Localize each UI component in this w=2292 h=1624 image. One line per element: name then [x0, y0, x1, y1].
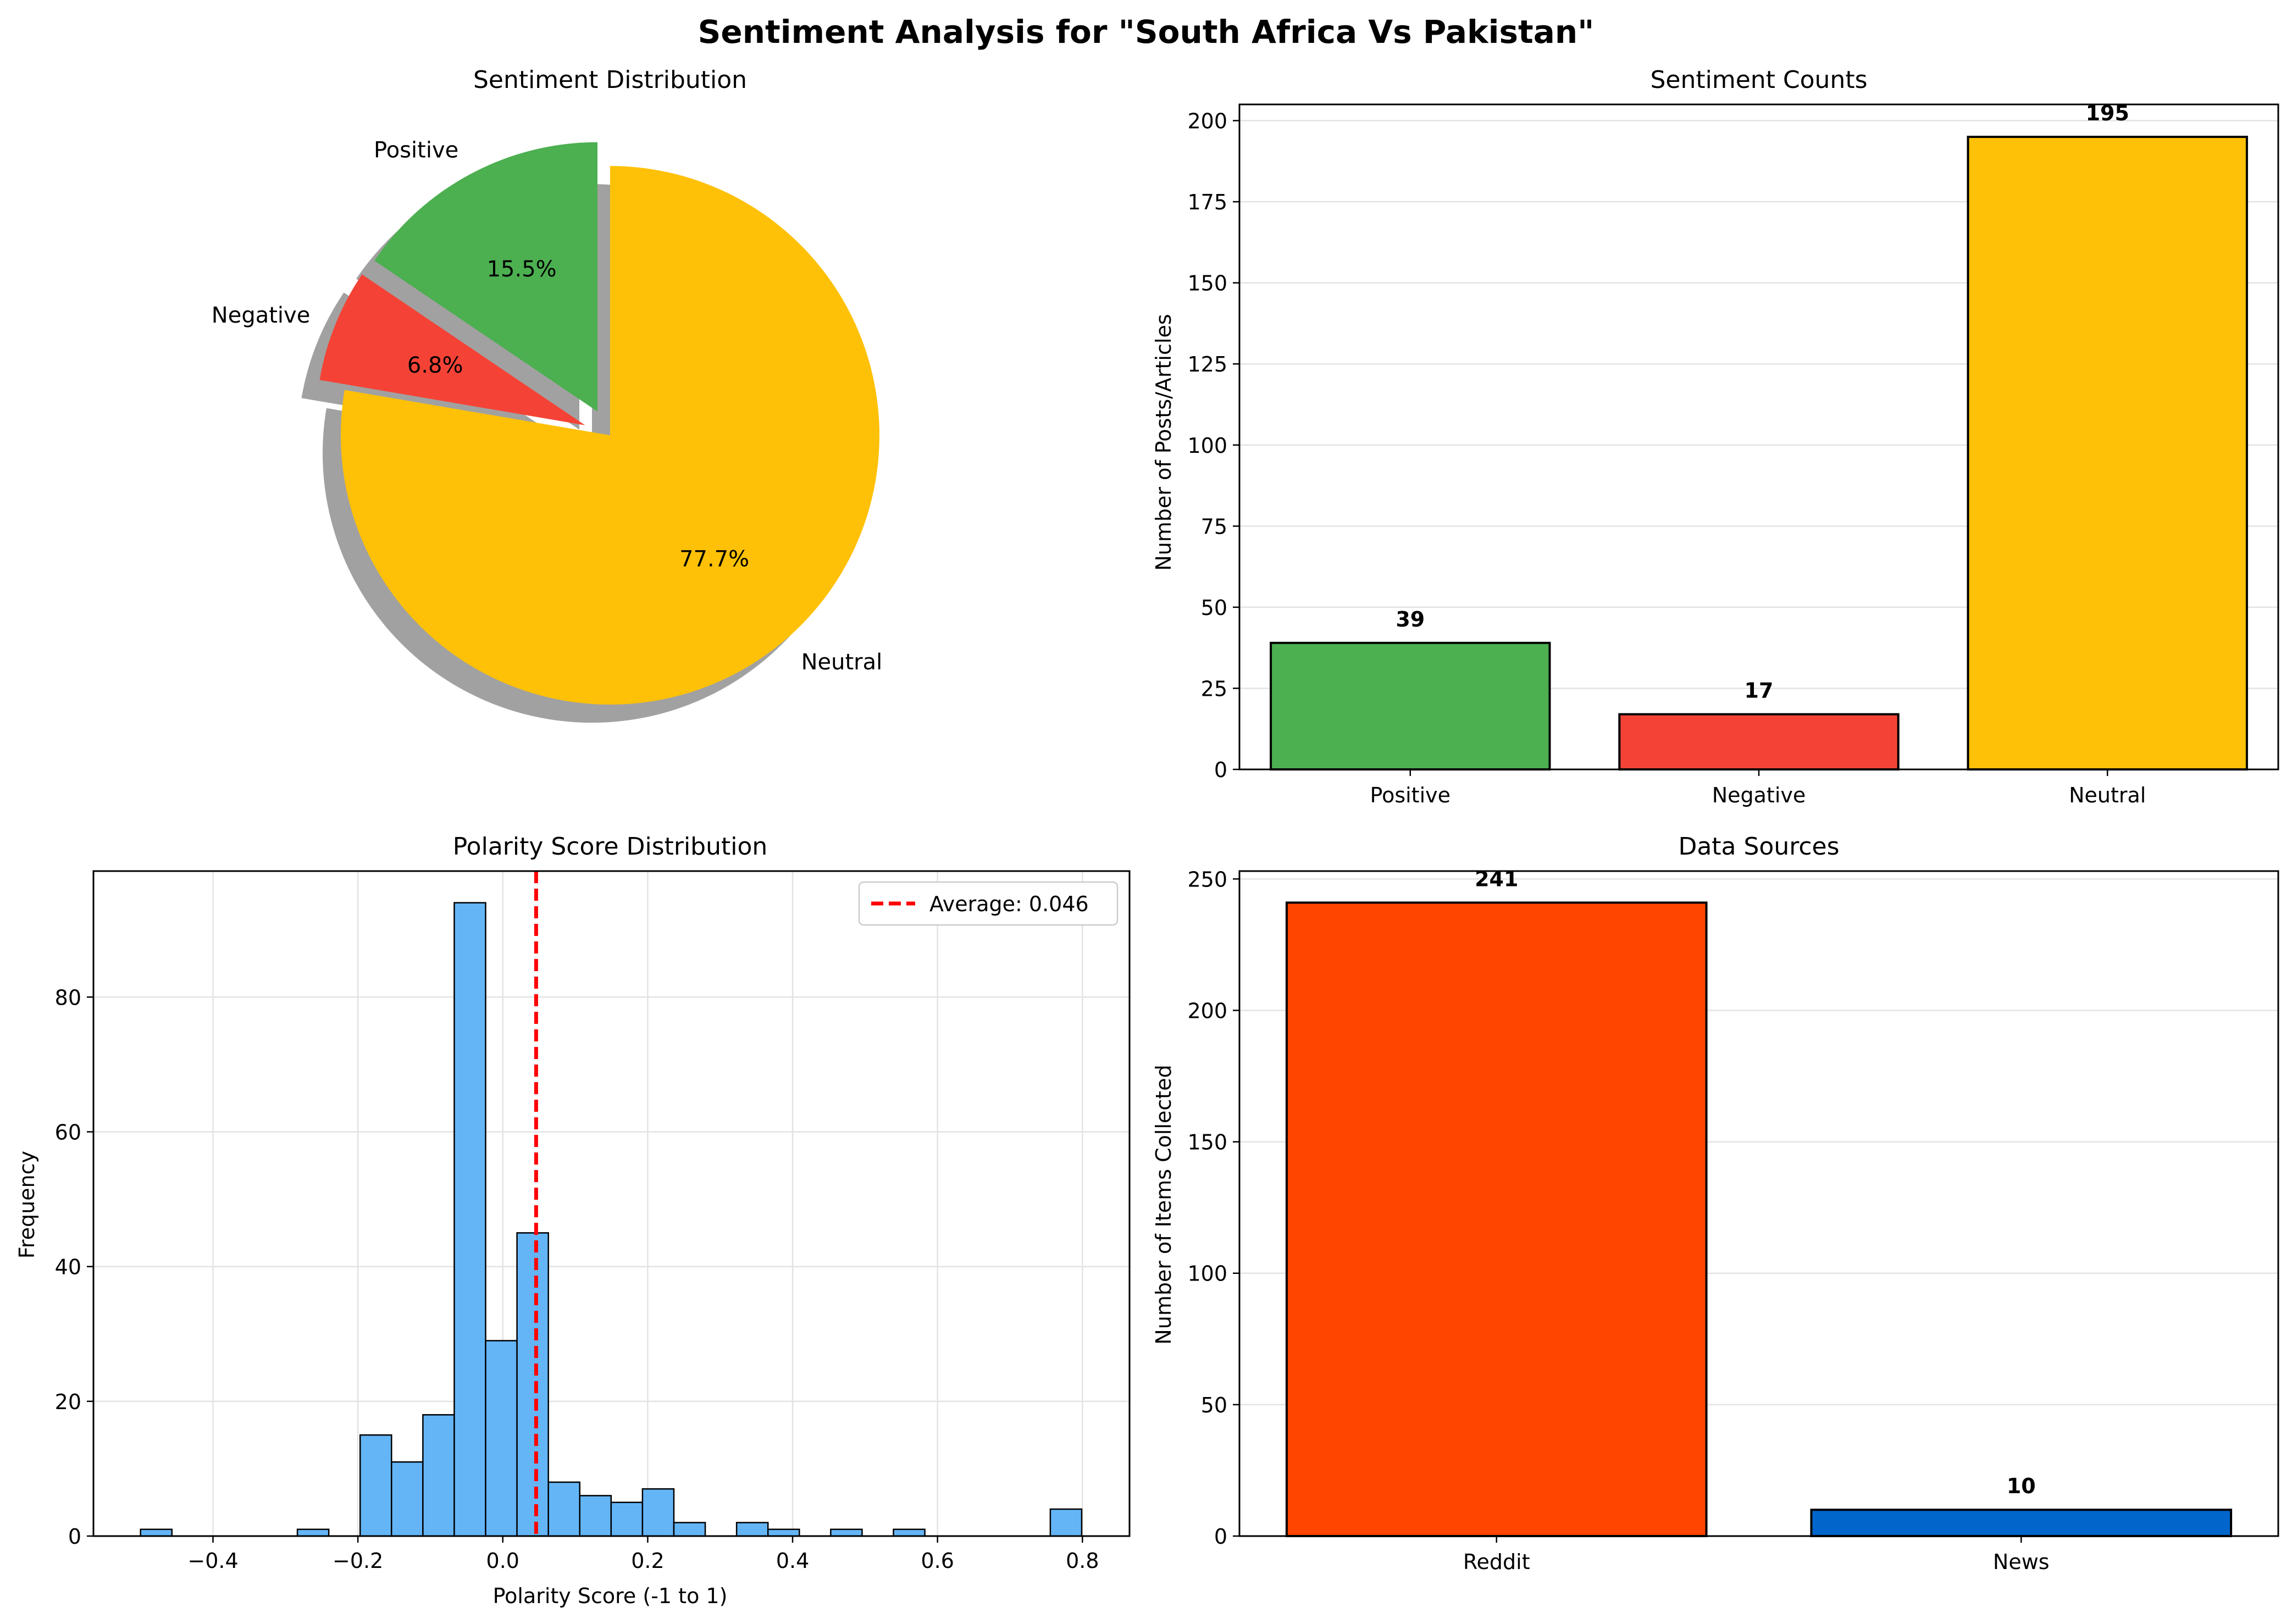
bar2-ylabel: Number of Items Collected — [1151, 1065, 1176, 1344]
y-tick-label: 20 — [55, 1390, 81, 1414]
pie-slice-positive — [374, 142, 598, 412]
y-tick-label: 25 — [1201, 677, 1227, 701]
y-tick-label: 175 — [1187, 190, 1227, 214]
legend-box — [858, 881, 1119, 926]
sentiment-distribution-pie: Sentiment Distribution 15.5% Positive 6.8%… — [212, 66, 882, 723]
figure-title: Sentiment Analysis for "South Africa Vs … — [698, 13, 1595, 51]
sentiment-counts-chart: Sentiment Counts Number of Posts/Article… — [1151, 66, 2279, 807]
histogram-bar — [140, 1528, 173, 1537]
bar1-ylabel: Number of Posts/Articles — [1151, 314, 1176, 570]
hist-title: Polarity Score Distribution — [453, 833, 768, 861]
x-tick-label: −0.4 — [187, 1549, 238, 1573]
bar-news — [1810, 1509, 2233, 1537]
y-tick-label: 50 — [1201, 596, 1227, 620]
x-tick-label: Reddit — [1463, 1550, 1530, 1574]
polarity-score-histogram: Polarity Score Distribution Polarity Sco… — [15, 833, 1131, 1608]
pie-category-label: Neutral — [801, 650, 883, 675]
histogram-bar — [391, 1461, 424, 1537]
legend-average-label: Average: 0.046 — [929, 892, 1089, 916]
bar-value-label: 17 — [1745, 679, 1774, 703]
hist-ylabel: Frequency — [15, 1151, 39, 1259]
bar2-title: Data Sources — [1678, 833, 1839, 861]
y-tick-label: 200 — [1187, 999, 1227, 1023]
axes-frame — [1238, 870, 2279, 1537]
y-tick-label: 100 — [1187, 434, 1227, 458]
pie-slice-neutral — [341, 166, 879, 705]
x-tick-label: 0.8 — [1066, 1549, 1099, 1573]
y-tick-label: 0 — [68, 1525, 81, 1549]
y-tick-label: 0 — [1214, 1525, 1227, 1549]
axes-frame — [1238, 103, 2279, 771]
y-tick-label: 250 — [1187, 867, 1227, 891]
x-tick-label: News — [1993, 1550, 2050, 1574]
hist-xlabel: Polarity Score (-1 to 1) — [493, 1584, 728, 1608]
y-tick-label: 150 — [1187, 1130, 1227, 1155]
x-tick-label: 0.4 — [776, 1549, 809, 1573]
x-tick-label: 0.6 — [921, 1549, 954, 1573]
axes-frame — [92, 870, 1131, 1537]
x-tick-label: −0.2 — [333, 1549, 383, 1573]
y-tick-label: 200 — [1187, 109, 1227, 134]
histogram-bar — [673, 1522, 706, 1537]
bar-reddit — [1285, 901, 1708, 1537]
histogram-bar — [485, 1340, 518, 1537]
y-tick-label: 125 — [1187, 352, 1227, 376]
bar1-title: Sentiment Counts — [1650, 66, 1867, 94]
bar-value-label: 10 — [2007, 1474, 2036, 1498]
pie-category-label: Negative — [212, 303, 311, 328]
histogram-bar — [547, 1481, 581, 1537]
bar-negative — [1618, 713, 1900, 771]
histogram-bar — [893, 1528, 926, 1537]
histogram-bar — [767, 1528, 800, 1537]
histogram-bar — [296, 1528, 330, 1537]
y-tick-label: 100 — [1187, 1262, 1227, 1286]
x-tick-label: 0.2 — [631, 1549, 664, 1573]
histogram-bar — [1049, 1508, 1083, 1537]
pie-title: Sentiment Distribution — [473, 66, 747, 94]
y-tick-label: 150 — [1187, 271, 1227, 296]
histogram-bar — [579, 1495, 612, 1537]
y-tick-label: 75 — [1201, 514, 1227, 539]
histogram-bar — [830, 1528, 863, 1537]
histogram-bar — [735, 1522, 769, 1537]
pie-percent-label: 15.5% — [487, 257, 557, 282]
pie-percent-label: 77.7% — [679, 547, 749, 572]
pie-percent-label: 6.8% — [407, 353, 463, 378]
data-sources-chart: Data Sources Number of Items Collected 0… — [1151, 833, 2279, 1574]
pie-category-label: Positive — [374, 138, 458, 163]
bar-neutral — [1967, 136, 2248, 771]
y-tick-label: 80 — [55, 985, 81, 1010]
y-tick-label: 60 — [55, 1120, 81, 1144]
histogram-bar — [610, 1501, 644, 1537]
bar-value-label: 39 — [1396, 607, 1425, 631]
histogram-bar — [359, 1434, 392, 1537]
y-tick-label: 40 — [55, 1255, 81, 1279]
histogram-bar — [422, 1414, 455, 1537]
x-tick-label: Positive — [1370, 783, 1451, 807]
x-tick-label: 0.0 — [486, 1549, 519, 1573]
pie-slice-negative — [319, 274, 585, 425]
x-tick-label: Neutral — [2069, 783, 2146, 807]
y-tick-label: 50 — [1201, 1393, 1227, 1417]
y-tick-label: 0 — [1214, 758, 1227, 782]
histogram-bar — [641, 1488, 675, 1537]
histogram-bar — [453, 902, 486, 1537]
histogram-bar — [516, 1232, 549, 1537]
bar-positive — [1270, 641, 1551, 771]
x-tick-label: Negative — [1712, 783, 1806, 807]
